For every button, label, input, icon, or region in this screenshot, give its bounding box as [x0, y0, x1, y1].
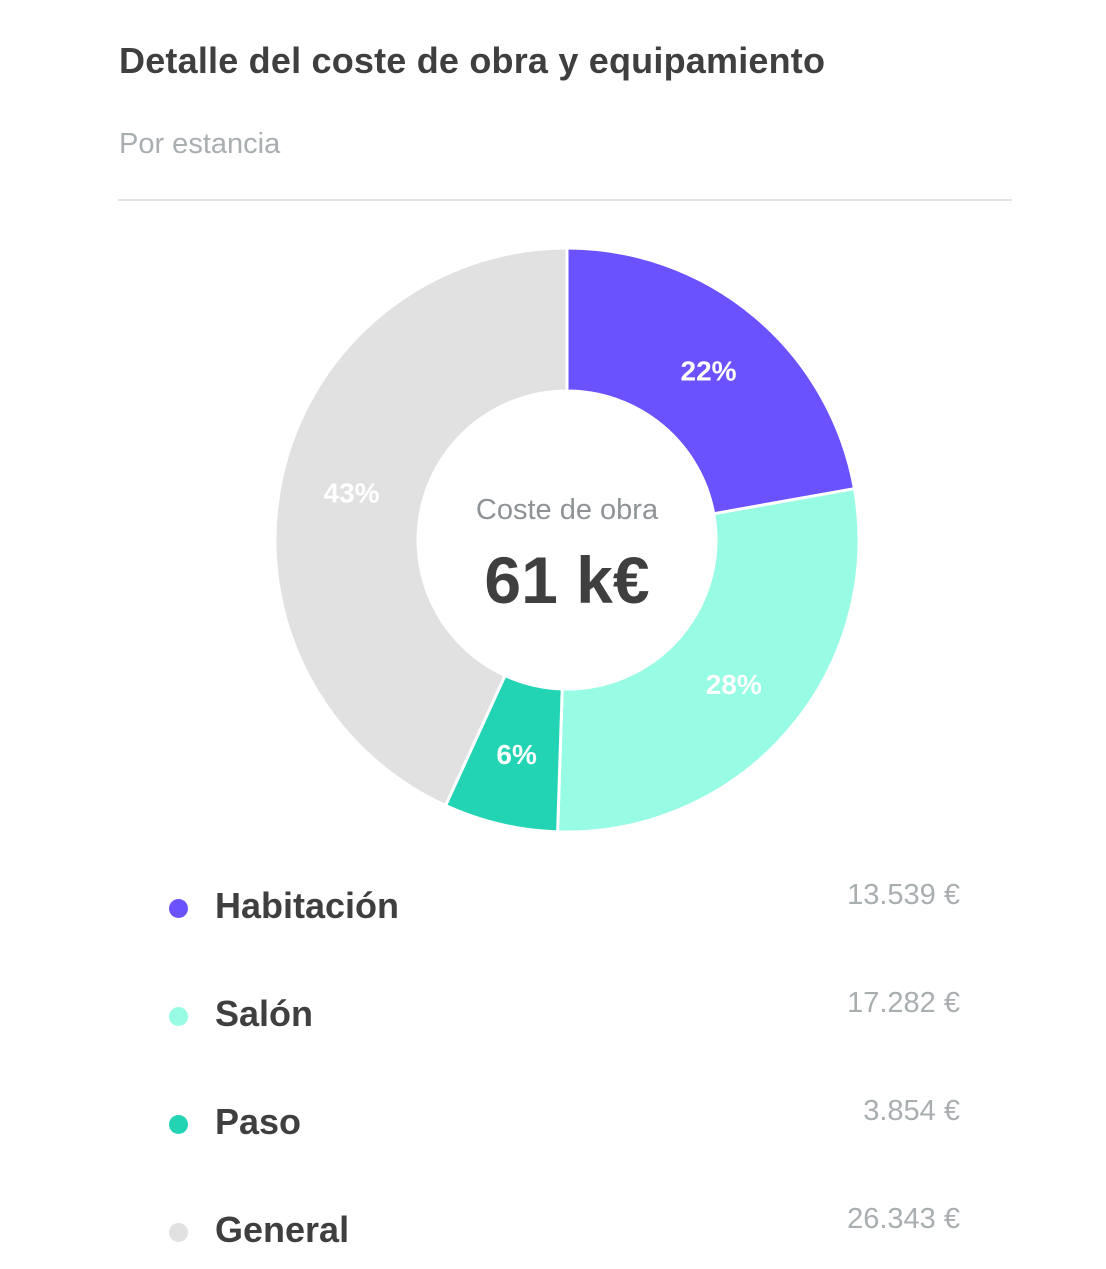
legend-item-salon: Salón 17.282 € — [165, 981, 960, 1041]
donut-center-label: Coste de obra — [475, 494, 659, 526]
header-divider — [118, 199, 1012, 201]
legend-item-general: General 26.343 € — [165, 1197, 960, 1257]
legend-dot-icon — [169, 899, 188, 918]
legend-dot-icon — [169, 1115, 188, 1134]
legend-value: 3.854 € — [863, 1095, 960, 1127]
legend-label: Paso — [215, 1101, 302, 1142]
chart-title: Detalle del coste de obra y equipamiento — [119, 40, 826, 81]
slice-percent-label-general: 43% — [324, 478, 380, 509]
legend-value: 26.343 € — [847, 1203, 960, 1235]
donut-slice-salon — [556, 486, 861, 834]
slice-percent-label-paso: 6% — [496, 739, 537, 770]
donut-slice-habitacion — [565, 246, 857, 516]
legend-item-habitacion: Habitación 13.539 € — [165, 873, 960, 933]
legend-dot-icon — [169, 1007, 188, 1026]
legend-label: General — [215, 1209, 350, 1250]
legend-item-paso: Paso 3.854 € — [165, 1089, 960, 1149]
legend-value: 13.539 € — [847, 879, 960, 911]
legend-value: 17.282 € — [847, 987, 960, 1019]
legend-label: Habitación — [215, 885, 400, 926]
slice-percent-label-salon: 28% — [706, 669, 762, 700]
donut-slice-general — [273, 246, 569, 808]
legend-dot-icon — [169, 1223, 188, 1242]
donut-center-value: 61 k€ — [484, 543, 650, 617]
chart-subtitle: Por estancia — [119, 128, 281, 160]
legend-label: Salón — [215, 993, 314, 1034]
slice-percent-label-habitacion: 22% — [681, 355, 737, 386]
